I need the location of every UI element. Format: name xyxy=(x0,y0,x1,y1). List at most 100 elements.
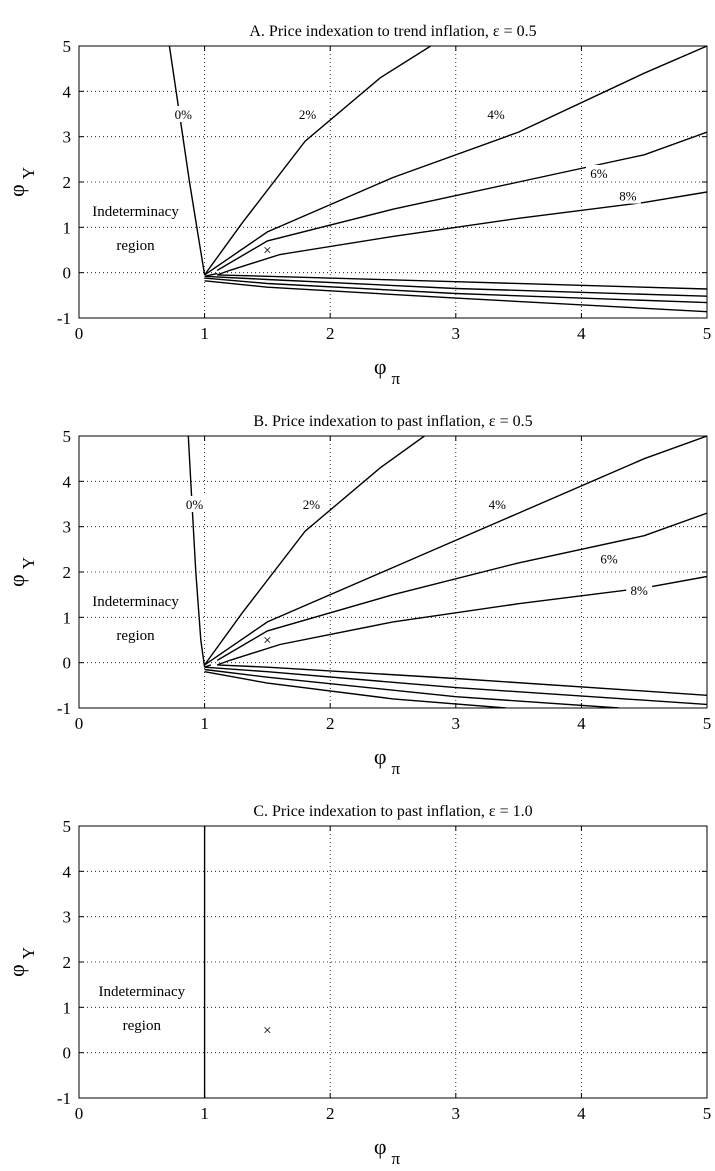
contour-label-bg xyxy=(596,550,623,567)
x-tick-label: 4 xyxy=(577,714,586,733)
contour-line xyxy=(204,671,507,708)
marker-point: × xyxy=(263,1023,271,1039)
contour-label: 6% xyxy=(590,166,608,181)
chart-title: B. Price indexation to past inflation, ε… xyxy=(253,413,532,430)
y-tick-label: 2 xyxy=(63,173,72,192)
y-tick-label: 1 xyxy=(63,998,72,1017)
y-tick-label: 3 xyxy=(63,518,72,537)
marker-point: × xyxy=(263,243,271,259)
y-tick-label: 4 xyxy=(63,82,72,101)
contour-label: 4% xyxy=(487,107,505,122)
chart-panel-2: B. Price indexation to past inflation, ε… xyxy=(4,413,711,778)
contour-label-bg xyxy=(298,496,325,512)
x-tick-label: 5 xyxy=(703,1104,712,1123)
contour-line xyxy=(204,664,707,706)
x-tick-label: 4 xyxy=(577,324,586,343)
x-tick-label: 5 xyxy=(703,324,712,343)
y-axis-label: φY xyxy=(4,947,38,977)
chart-title: C. Price indexation to past inflation, ε… xyxy=(253,803,532,820)
contour-label-bg xyxy=(482,106,509,122)
contour-line xyxy=(204,280,707,313)
contour-line-8pct xyxy=(229,575,707,662)
x-tick-label: 0 xyxy=(75,1104,84,1123)
contour-label: 8% xyxy=(631,583,649,598)
contour-line-0pct xyxy=(168,46,206,276)
contour-line-4pct xyxy=(204,46,707,276)
chart-panel-1: A. Price indexation to trend inflation, … xyxy=(4,23,711,388)
contour-line xyxy=(204,277,707,304)
contour-label-bg xyxy=(614,187,641,204)
contour-label-bg xyxy=(484,496,511,512)
y-tick-label: 0 xyxy=(63,1044,72,1063)
y-tick-label: 1 xyxy=(63,218,72,237)
x-tick-label: 0 xyxy=(75,324,84,343)
y-tick-label: 5 xyxy=(63,37,72,56)
contour-line xyxy=(216,659,707,696)
x-tick-label: 0 xyxy=(75,714,84,733)
marker-point: × xyxy=(263,633,271,649)
contour-line-6pct xyxy=(216,131,707,272)
y-tick-label: 4 xyxy=(63,862,72,881)
contour-label: 2% xyxy=(299,107,317,122)
grid xyxy=(79,436,707,708)
y-tick-label: -1 xyxy=(57,309,71,328)
contour-label: 4% xyxy=(489,497,507,512)
contour-label: 8% xyxy=(619,189,637,204)
x-tick-label: 3 xyxy=(452,324,461,343)
contour-label-bg xyxy=(294,106,321,122)
region-label: Indeterminacy xyxy=(92,204,179,220)
y-tick-label: 5 xyxy=(63,817,72,836)
y-axis-label: φY xyxy=(4,167,38,197)
region-label: Indeterminacy xyxy=(98,984,185,1000)
contour-line xyxy=(204,668,620,708)
x-tick-label: 2 xyxy=(326,714,335,733)
x-tick-label: 2 xyxy=(326,324,335,343)
region-label: region xyxy=(116,238,155,254)
contour-label-bg xyxy=(626,582,653,599)
y-tick-label: -1 xyxy=(57,1089,71,1108)
contour-label: 0% xyxy=(186,497,204,512)
contour-line-8pct xyxy=(229,191,707,272)
y-tick-label: 1 xyxy=(63,608,72,627)
y-tick-label: 5 xyxy=(63,427,72,446)
y-tick-label: 0 xyxy=(63,264,72,283)
x-tick-label: 3 xyxy=(452,714,461,733)
contour-group xyxy=(187,436,707,708)
plot-frame xyxy=(78,435,708,709)
contour-line xyxy=(204,272,707,297)
y-axis-label: φY xyxy=(4,557,38,587)
contour-label-bg xyxy=(181,496,208,512)
x-tick-label: 3 xyxy=(452,1104,461,1123)
region-label: region xyxy=(123,1018,162,1034)
y-tick-label: 0 xyxy=(63,654,72,673)
plot-frame xyxy=(78,45,708,319)
region-label: region xyxy=(116,628,155,644)
contour-line-2pct xyxy=(204,436,425,666)
x-tick-label: 4 xyxy=(577,1104,586,1123)
x-tick-label: 2 xyxy=(326,1104,335,1123)
contour-line-2pct xyxy=(204,46,432,276)
chart-title: A. Price indexation to trend inflation, … xyxy=(249,23,536,40)
grid xyxy=(79,826,707,1098)
x-tick-label: 5 xyxy=(703,714,712,733)
y-tick-label: 4 xyxy=(63,472,72,491)
y-tick-label: 2 xyxy=(63,953,72,972)
y-tick-label: 3 xyxy=(63,128,72,147)
contour-label-bg xyxy=(170,106,197,122)
contour-line-0pct xyxy=(187,436,206,668)
y-tick-label: -1 xyxy=(57,699,71,718)
contour-group xyxy=(168,46,707,313)
contour-line xyxy=(216,269,707,290)
contour-label-bg xyxy=(585,164,612,181)
x-tick-label: 1 xyxy=(200,1104,209,1123)
grid xyxy=(79,46,707,318)
x-tick-label: 1 xyxy=(200,714,209,733)
contour-label: 6% xyxy=(600,551,618,566)
chart-panel-3: C. Price indexation to past inflation, ε… xyxy=(4,803,711,1168)
contour-label: 0% xyxy=(175,107,193,122)
y-tick-label: 3 xyxy=(63,908,72,927)
